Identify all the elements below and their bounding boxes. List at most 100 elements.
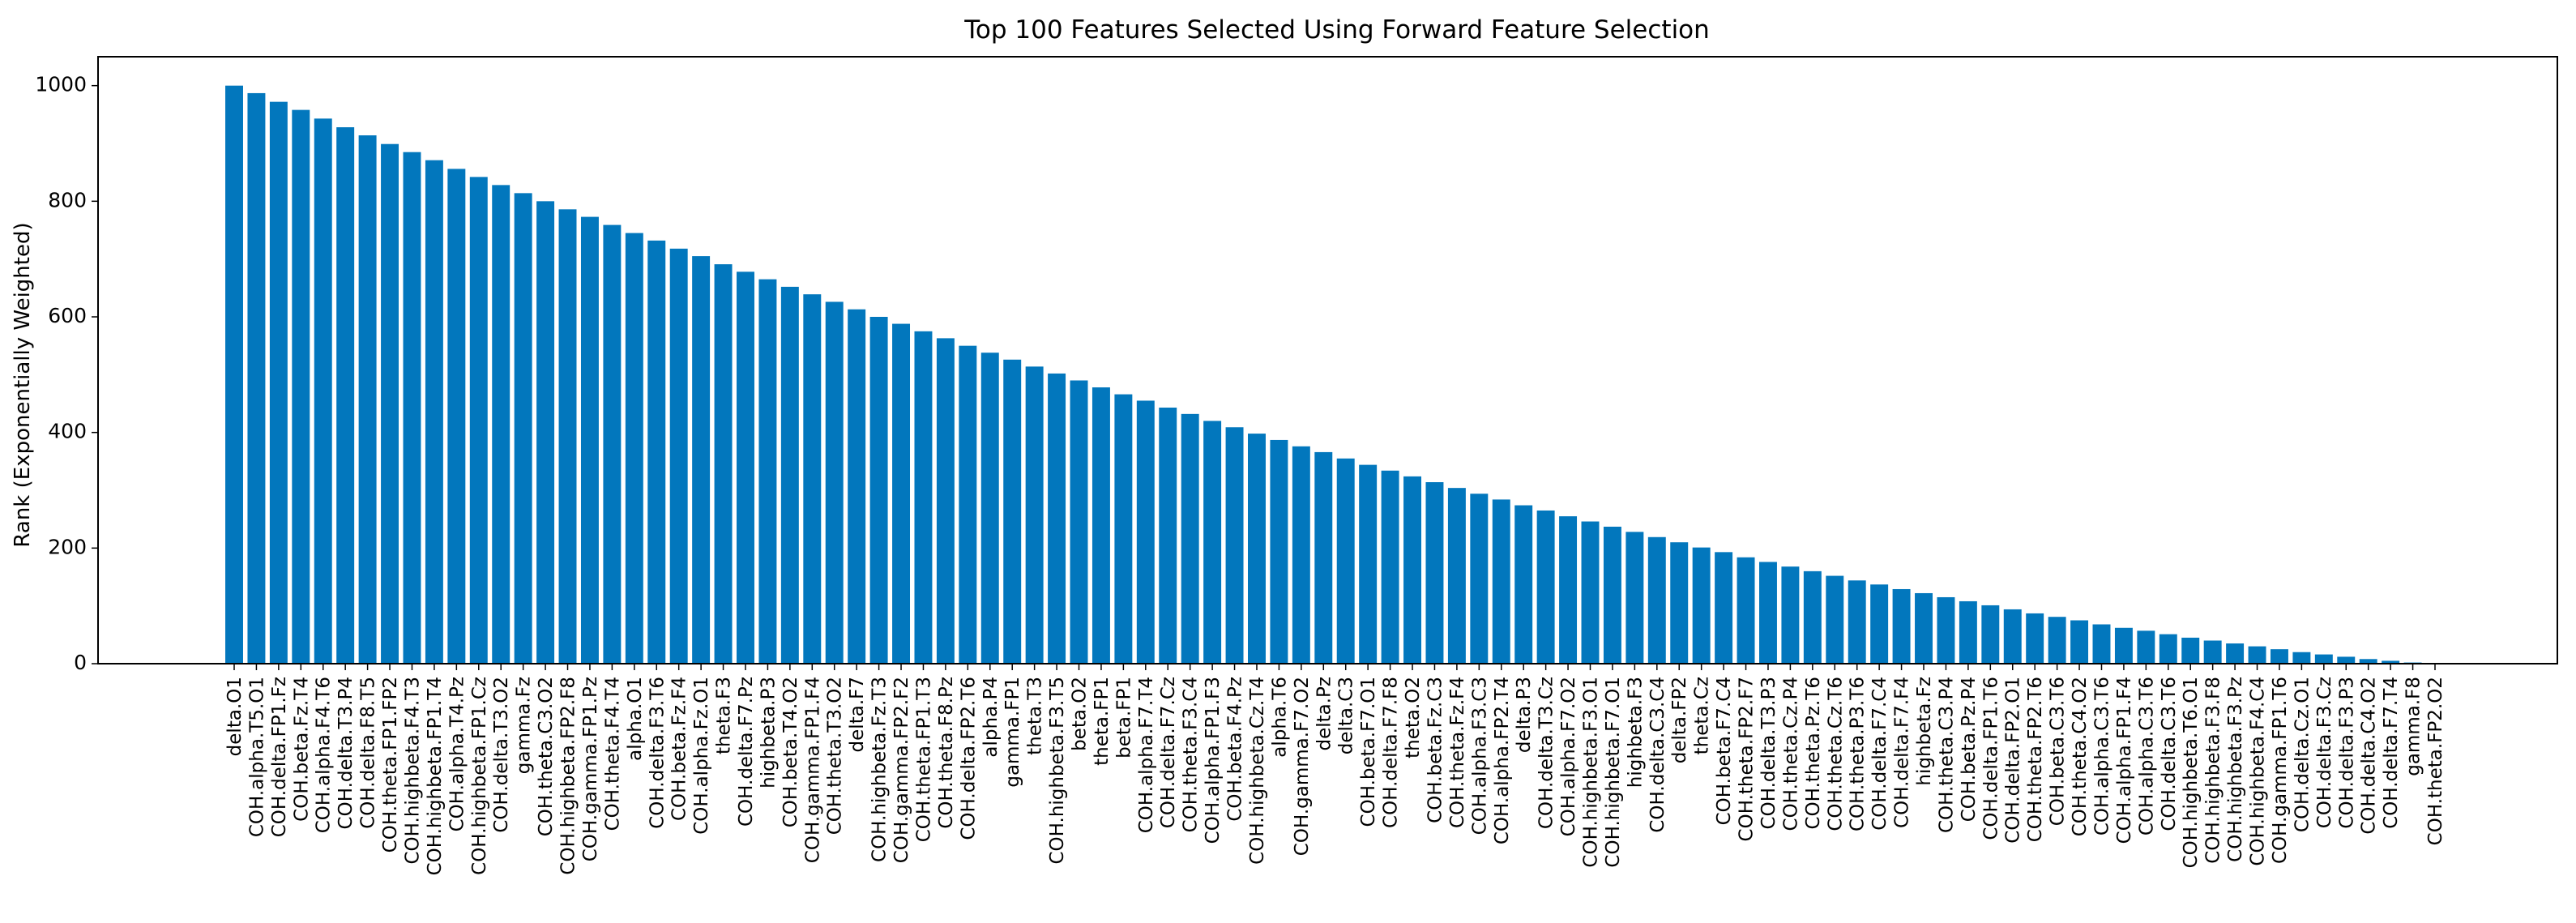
x-tick-label: COH.beta.C3.T6 [2048, 677, 2069, 826]
bar [780, 286, 799, 664]
x-tick-label: COH.delta.T3.O2 [491, 677, 512, 833]
x-tick-label: alpha.P4 [980, 677, 1002, 758]
bar [1359, 464, 1378, 664]
plot-area [225, 85, 2444, 664]
bar [1581, 521, 1600, 664]
x-tick-label: COH.highbeta.F3.O1 [1580, 677, 1601, 868]
x-tick-label: theta.T3 [1025, 677, 1046, 755]
bar [558, 209, 577, 664]
x-tick-label: COH.theta.C3.O2 [536, 677, 557, 836]
y-axis-label: Rank (Exponentially Weighted) [11, 222, 35, 547]
x-tick-label: COH.gamma.FP1.T6 [2270, 677, 2291, 864]
bar [1848, 580, 1866, 664]
y-tick-label: 1000 [35, 73, 87, 96]
x-tick-label: COH.delta.F7.F4 [1892, 677, 1913, 828]
y-tick-label: 800 [48, 188, 87, 212]
x-tick-label: COH.theta.F8.Pz [936, 677, 957, 829]
bar [625, 233, 643, 664]
bar [1248, 434, 1266, 664]
bar [2203, 640, 2222, 664]
x-tick-label: COH.highbeta.F3.F8 [2203, 677, 2224, 864]
bar [1892, 588, 1911, 664]
bar [936, 338, 955, 664]
bar [2270, 649, 2288, 664]
x-tick-label: COH.gamma.FP1.F4 [802, 677, 823, 863]
x-tick-label: COH.alpha.T4.Pz [446, 677, 468, 831]
bar [1915, 592, 1933, 664]
bar [1514, 505, 1533, 664]
x-tick-label: COH.alpha.F7.T4 [1136, 677, 1157, 833]
bar [1425, 482, 1444, 664]
bar [1159, 407, 1177, 664]
bar [869, 317, 888, 664]
x-tick-label: COH.theta.F3.C4 [1181, 677, 1202, 832]
bar [314, 118, 332, 664]
x-tick-label: COH.delta.T3.P3 [1758, 677, 1779, 829]
y-tick-label: 0 [74, 651, 87, 674]
x-tick-label: COH.theta.FP1.T3 [913, 677, 934, 842]
x-tick-label: COH.theta.T3.O2 [825, 677, 846, 835]
bar [2159, 634, 2177, 664]
x-tick-label: COH.theta.C4.O2 [2070, 677, 2091, 836]
x-tick-label: COH.alpha.C3.T6 [2136, 677, 2157, 835]
x-tick-label: delta.FP2 [1669, 677, 1690, 763]
bar [381, 143, 399, 664]
bar [2337, 656, 2356, 664]
bar [737, 271, 754, 664]
x-tick-label: COH.theta.FP2.F7 [1737, 677, 1758, 841]
bar [2114, 627, 2133, 664]
x-tick-label: COH.theta.F4.T4 [602, 677, 623, 831]
x-tick-label: COH.alpha.F3.C3 [1469, 677, 1490, 835]
x-axis: delta.O1 COH.alpha.T5.O1 COH.delta.FP1.Fz C… [224, 664, 2446, 875]
bar [1692, 547, 1711, 664]
x-tick-label: COH.delta.Cz.O1 [2292, 677, 2313, 832]
bar [292, 109, 310, 664]
x-tick-label: COH.highbeta.FP2.F8 [558, 677, 579, 875]
bar [403, 152, 421, 664]
x-tick-label: COH.alpha.C3.T6 [2091, 677, 2112, 835]
x-tick-label: COH.beta.F4.Pz [1225, 677, 1246, 822]
x-tick-label: COH.highbeta.F3.Pz [2225, 677, 2246, 862]
x-tick-label: COH.highbeta.F4.T3 [402, 677, 423, 865]
x-tick-label: COH.highbeta.F7.O1 [1603, 677, 1624, 868]
bar [1536, 510, 1555, 664]
x-tick-label: COH.delta.F7.F8 [1381, 677, 1402, 828]
bar [1803, 570, 1822, 664]
x-tick-label: COH.beta.T4.O2 [780, 677, 801, 827]
bar [803, 294, 822, 664]
bar [514, 193, 532, 664]
plot-frame [97, 56, 2558, 664]
x-tick-label: COH.highbeta.F3.T5 [1047, 677, 1068, 865]
x-tick-label: COH.delta.T3.Cz [1536, 677, 1557, 829]
x-tick-label: COH.theta.P3.T6 [1848, 677, 1869, 831]
x-tick-label: COH.delta.FP2.O1 [2003, 677, 2024, 844]
x-tick-label: beta.FP1 [1113, 677, 1134, 758]
x-tick-label: COH.delta.FP1.T6 [1980, 677, 2001, 840]
bar [2226, 643, 2245, 664]
bar [959, 345, 977, 664]
bar [1447, 488, 1466, 664]
bar [1403, 476, 1421, 664]
x-tick-label: COH.alpha.FP1.F4 [2114, 677, 2135, 844]
bar [225, 85, 243, 664]
x-tick-label: COH.delta.F7.Cz [1158, 677, 1179, 828]
chart-title: Top 100 Features Selected Using Forward … [963, 15, 1710, 45]
bar [1025, 366, 1044, 664]
x-tick-label: COH.delta.F3.T6 [647, 677, 668, 829]
x-tick-label: COH.highbeta.Fz.T3 [869, 677, 891, 862]
bar [1136, 400, 1155, 664]
x-tick-label: COH.delta.F8.T5 [358, 677, 379, 829]
bar [336, 127, 355, 664]
x-tick-label: COH.theta.Pz.T6 [1803, 677, 1824, 829]
x-tick-label: theta.Cz [1692, 677, 1713, 754]
x-tick-label: alpha.T6 [1269, 677, 1290, 758]
x-tick-label: theta.F3 [714, 677, 735, 754]
bar [492, 185, 511, 664]
bar [1203, 421, 1222, 664]
x-tick-label: COH.beta.Fz.F4 [669, 677, 690, 821]
bar [2070, 620, 2089, 664]
x-tick-label: highbeta.P3 [758, 677, 779, 788]
x-tick-label: alpha.O1 [625, 677, 646, 761]
x-tick-label: COH.delta.FP2.T6 [958, 677, 979, 840]
bar [1737, 557, 1755, 664]
